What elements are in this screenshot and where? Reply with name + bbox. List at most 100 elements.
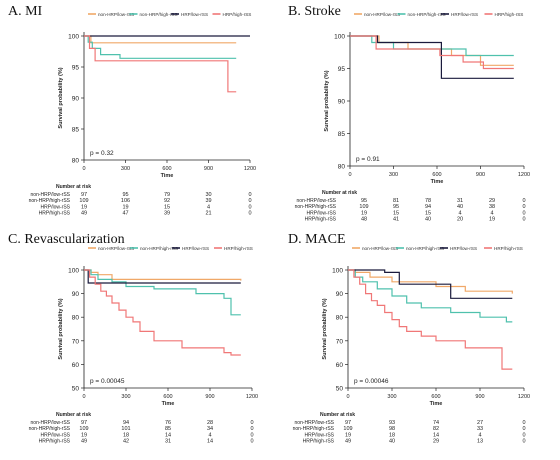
risk-value: 0: [250, 432, 253, 438]
risk-value: 95: [393, 204, 399, 210]
risk-value: 19: [361, 210, 367, 216]
risk-value: 92: [164, 198, 170, 204]
risk-row-label: non-HRP/low-rSS: [295, 420, 335, 426]
risk-value: 29: [489, 198, 495, 204]
risk-value: 109: [359, 204, 368, 210]
risk-value: 18: [123, 432, 129, 438]
legend-label: non-HRP/high-rSS: [140, 246, 178, 251]
risk-value: 39: [164, 211, 170, 217]
x-tick-label: 300: [389, 172, 398, 178]
risk-value: 49: [81, 211, 87, 217]
risk-value: 4: [478, 432, 481, 438]
risk-value: 98: [389, 426, 395, 432]
km-chart-mi: non-HRP/low-rSS non-HRP/high-rSS HRP/low-r…: [29, 12, 257, 217]
km-curve: [348, 269, 513, 299]
km-chart-revascularization: non-HRP/low-rSS non-HRP/high-rSS HRP/low-r…: [29, 246, 259, 445]
y-tick-label: 80: [72, 315, 80, 322]
risk-row-label: HRP/low-rSS: [305, 432, 335, 438]
risk-table-title: Number at risk: [322, 190, 357, 196]
risk-value: 0: [522, 204, 525, 210]
x-tick-label: 0: [346, 394, 349, 400]
risk-row-label: non-HRP/high-rSS: [29, 198, 71, 204]
x-axis-label: Time: [162, 401, 175, 407]
risk-value: 97: [345, 420, 351, 426]
risk-value: 74: [433, 420, 439, 426]
km-curve: [84, 269, 241, 356]
risk-value: 40: [425, 217, 431, 223]
x-tick-label: 300: [121, 394, 130, 400]
y-tick-label: 60: [72, 362, 80, 369]
km-curve: [84, 269, 241, 284]
y-axis-label: Survival probability (%): [324, 70, 330, 131]
risk-value: 0: [522, 426, 525, 432]
x-axis-label: Time: [430, 401, 443, 407]
legend-label: non-HRP/high-rSS: [140, 12, 178, 17]
risk-value: 20: [457, 217, 463, 223]
risk-value: 14: [433, 432, 439, 438]
legend-label: HRP/low-rSS: [451, 12, 478, 17]
risk-value: 38: [489, 204, 495, 210]
risk-value: 49: [81, 439, 87, 445]
risk-value: 15: [393, 210, 399, 216]
km-chart-stroke: non-HRP/low-rSS non-HRP/high-rSS HRP/low-r…: [295, 12, 531, 223]
risk-value: 79: [164, 192, 170, 198]
p-value: p = 0.00046: [354, 378, 389, 385]
risk-table-title: Number at risk: [320, 412, 355, 418]
x-tick-label: 1200: [246, 394, 258, 400]
legend-label: HRP/low-rSS: [182, 246, 209, 251]
x-tick-label: 1200: [244, 166, 256, 172]
x-tick-label: 600: [432, 172, 441, 178]
risk-value: 101: [121, 426, 130, 432]
risk-row-label: HRP/low-rSS: [41, 204, 71, 210]
risk-value: 28: [207, 420, 213, 426]
x-tick-label: 600: [163, 394, 172, 400]
risk-table-title: Number at risk: [56, 184, 91, 190]
risk-value: 15: [164, 204, 170, 210]
risk-row-label: HRP/high-rSS: [39, 211, 71, 217]
legend-label: HRP/low-rSS: [181, 12, 208, 17]
y-tick-label: 95: [72, 65, 80, 72]
risk-value: 0: [522, 432, 525, 438]
y-tick-label: 90: [72, 291, 80, 298]
risk-value: 0: [522, 210, 525, 216]
p-value: p = 0.00045: [90, 378, 125, 385]
x-axis-label: Time: [431, 179, 444, 185]
y-tick-label: 95: [338, 66, 346, 73]
risk-value: 31: [457, 198, 463, 204]
risk-value: 97: [81, 192, 87, 198]
risk-value: 19: [81, 204, 87, 210]
km-curve: [84, 269, 241, 316]
risk-value: 31: [165, 439, 171, 445]
y-tick-label: 85: [338, 131, 346, 138]
y-axis-label: Survival probability (%): [58, 67, 64, 128]
y-tick-label: 90: [338, 99, 346, 106]
y-tick-label: 50: [336, 386, 344, 393]
risk-row-label: HRP/high-rSS: [305, 217, 337, 223]
panel-title: A. MI: [8, 4, 43, 19]
y-tick-label: 50: [72, 386, 80, 393]
legend-label: HRP/high-rSS: [223, 12, 252, 17]
risk-value: 94: [123, 420, 129, 426]
risk-row-label: HRP/low-rSS: [41, 432, 71, 438]
km-curve: [348, 269, 513, 370]
km-curve: [84, 35, 237, 59]
legend-label: HRP/high-rSS: [494, 246, 523, 251]
risk-value: 109: [343, 426, 352, 432]
risk-value: 40: [389, 439, 395, 445]
risk-value: 0: [248, 198, 251, 204]
risk-value: 81: [393, 198, 399, 204]
risk-value: 33: [477, 426, 483, 432]
risk-value: 78: [425, 198, 431, 204]
risk-value: 94: [425, 204, 431, 210]
x-tick-label: 900: [475, 394, 484, 400]
x-tick-label: 0: [348, 172, 351, 178]
risk-value: 85: [165, 426, 171, 432]
risk-value: 19: [122, 204, 128, 210]
risk-value: 19: [81, 432, 87, 438]
risk-value: 18: [389, 432, 395, 438]
y-tick-label: 60: [336, 362, 344, 369]
panel-title: B. Stroke: [288, 4, 341, 19]
risk-value: 40: [457, 204, 463, 210]
y-axis-label: Survival probability (%): [58, 298, 64, 359]
risk-value: 0: [248, 192, 251, 198]
